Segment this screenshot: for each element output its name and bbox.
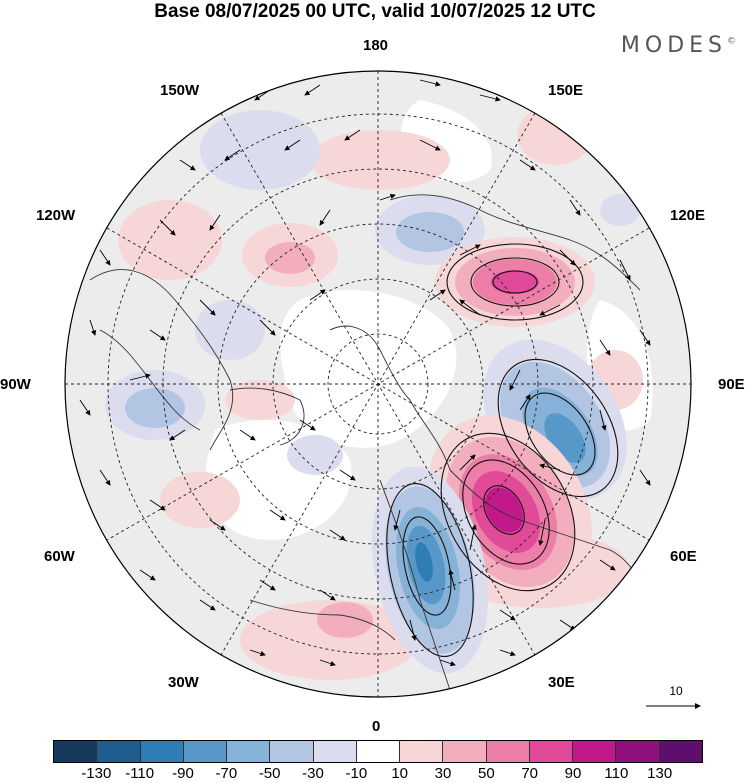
colorbar-swatch <box>486 741 530 762</box>
contour-lines <box>386 243 619 658</box>
colorbar-tick-label: 90 <box>564 765 582 782</box>
colorbar-swatch <box>616 741 660 762</box>
colorbar-swatch <box>400 741 444 762</box>
map-boundary <box>64 70 692 698</box>
colorbar-tick-label: -30 <box>302 765 324 782</box>
colorbar-swatch <box>140 741 184 762</box>
lon-label-150e: 150E <box>548 82 584 99</box>
reference-vector-label: 10 <box>669 684 683 698</box>
colorbar-swatch <box>313 741 357 762</box>
colorbar-swatch <box>659 741 702 762</box>
colorbar-swatch <box>443 741 487 762</box>
lon-label-120w: 120W <box>36 207 76 224</box>
lon-label-0: 0 <box>372 718 381 735</box>
colorbar-tick-label: 70 <box>521 765 538 782</box>
colorbar-tick-label: -70 <box>215 765 238 782</box>
colorbar-tick-label: -10 <box>345 765 368 782</box>
colorbar-swatch <box>270 741 314 762</box>
meridians <box>65 71 691 697</box>
colorbar-swatch <box>529 741 574 762</box>
colorbar-swatch <box>54 741 98 762</box>
colorbar-tick-label: -50 <box>258 765 281 782</box>
colorbar-tick-label: -90 <box>172 765 194 782</box>
lon-label-150w: 150W <box>160 82 200 99</box>
colorbar-swatch <box>227 741 271 762</box>
anomaly-positive-1 <box>118 200 222 280</box>
lon-label-120e: 120E <box>670 207 706 224</box>
lon-label-30e: 30E <box>548 674 575 691</box>
lon-label-90w: 90W <box>0 376 31 393</box>
anomaly-field <box>65 71 691 697</box>
colorbar-swatch <box>97 741 141 762</box>
colorbar-tick-label: -110 <box>125 765 155 782</box>
colorbar-tick-label: 30 <box>434 765 452 782</box>
lon-label-60e: 60E <box>670 548 697 565</box>
lon-label-180: 180 <box>363 37 389 54</box>
brand-logo: MODES© <box>620 33 736 58</box>
colorbar-tick-label: 50 <box>477 765 495 782</box>
lon-label-30w: 30W <box>168 674 199 691</box>
colorbar-swatch <box>573 741 617 762</box>
colorbar <box>53 740 703 763</box>
map-title: Base 08/07/2025 00 UTC, valid 10/07/2025… <box>154 1 596 22</box>
colorbar-ticks: -130 -110 -90 -70 -50 -30 -10 10 30 50 70 90 110 130 <box>0 765 750 783</box>
colorbar-swatch <box>183 741 228 762</box>
colorbar-tick-label: -130 <box>81 765 112 782</box>
colorbar-tick-label: 130 <box>647 765 673 782</box>
lon-label-90e: 90E <box>718 376 745 393</box>
lon-label-60w: 60W <box>44 548 75 565</box>
colorbar-tick-label: 10 <box>391 765 408 782</box>
colorbar-swatch <box>356 741 401 762</box>
colorbar-tick-label: 110 <box>604 765 629 782</box>
coastlines <box>89 194 651 691</box>
